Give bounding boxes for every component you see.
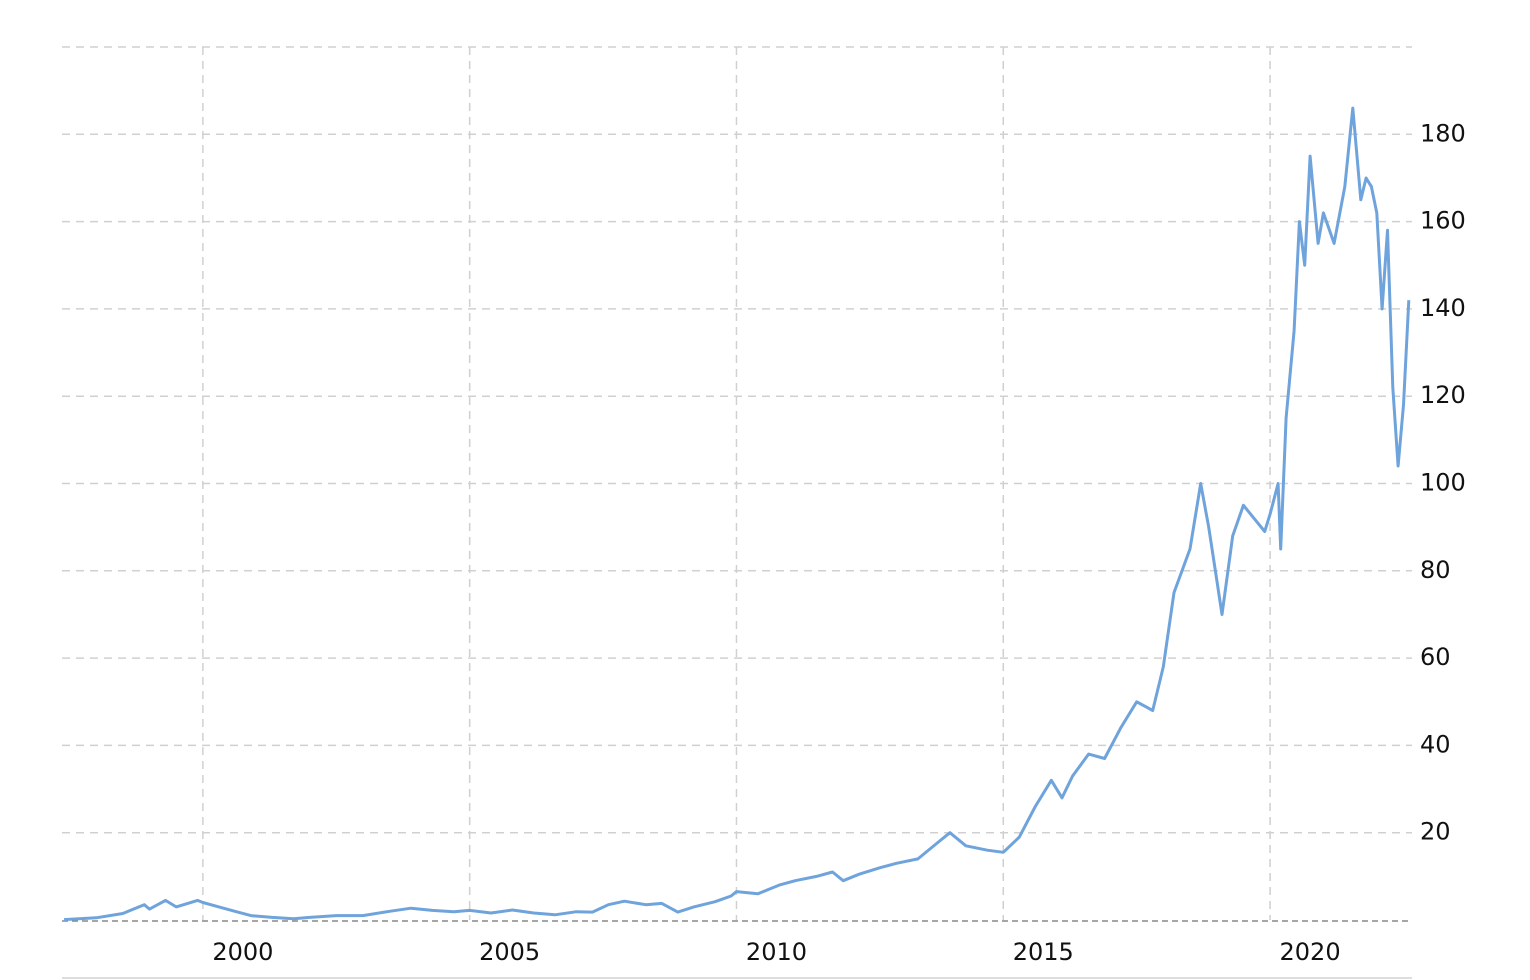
y-tick-label: 80 bbox=[1420, 556, 1451, 584]
y-tick-label: 60 bbox=[1420, 643, 1451, 671]
y-tick-label: 160 bbox=[1420, 207, 1466, 235]
y-tick-label: 20 bbox=[1420, 818, 1451, 846]
x-tick-label: 2000 bbox=[212, 938, 273, 966]
y-tick-label: 40 bbox=[1420, 730, 1451, 758]
y-tick-label: 140 bbox=[1420, 294, 1466, 322]
x-tick-label: 2020 bbox=[1280, 938, 1341, 966]
price-line bbox=[64, 106, 1411, 922]
x-tick-label: 2015 bbox=[1013, 938, 1074, 966]
y-tick-label: 180 bbox=[1420, 119, 1466, 147]
y-tick-label: 100 bbox=[1420, 469, 1466, 497]
x-tick-label: 2010 bbox=[746, 938, 807, 966]
y-tick-label: 120 bbox=[1420, 381, 1466, 409]
x-tick-label: 2005 bbox=[479, 938, 540, 966]
